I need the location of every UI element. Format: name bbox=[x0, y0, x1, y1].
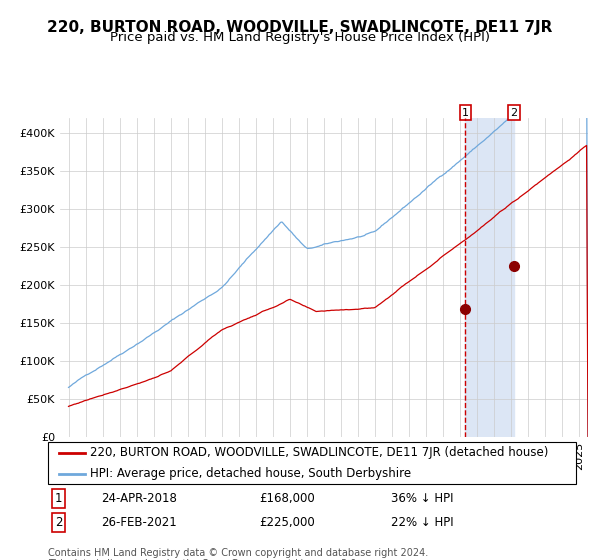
Text: £225,000: £225,000 bbox=[259, 516, 315, 529]
Text: Contains HM Land Registry data © Crown copyright and database right 2024.
This d: Contains HM Land Registry data © Crown c… bbox=[48, 548, 428, 560]
Text: £168,000: £168,000 bbox=[259, 492, 315, 506]
Text: 2: 2 bbox=[511, 108, 517, 118]
Text: 36% ↓ HPI: 36% ↓ HPI bbox=[391, 492, 454, 506]
Bar bbox=[466, 118, 514, 437]
Text: 26-FEB-2021: 26-FEB-2021 bbox=[101, 516, 176, 529]
Text: 22% ↓ HPI: 22% ↓ HPI bbox=[391, 516, 454, 529]
Text: 1: 1 bbox=[55, 492, 62, 506]
Text: 24-APR-2018: 24-APR-2018 bbox=[101, 492, 176, 506]
Text: 2: 2 bbox=[55, 516, 62, 529]
FancyBboxPatch shape bbox=[48, 442, 576, 484]
Text: Price paid vs. HM Land Registry's House Price Index (HPI): Price paid vs. HM Land Registry's House … bbox=[110, 31, 490, 44]
Text: HPI: Average price, detached house, South Derbyshire: HPI: Average price, detached house, Sout… bbox=[90, 468, 412, 480]
Text: 220, BURTON ROAD, WOODVILLE, SWADLINCOTE, DE11 7JR (detached house): 220, BURTON ROAD, WOODVILLE, SWADLINCOTE… bbox=[90, 446, 548, 459]
Text: 1: 1 bbox=[462, 108, 469, 118]
Text: 220, BURTON ROAD, WOODVILLE, SWADLINCOTE, DE11 7JR: 220, BURTON ROAD, WOODVILLE, SWADLINCOTE… bbox=[47, 20, 553, 35]
